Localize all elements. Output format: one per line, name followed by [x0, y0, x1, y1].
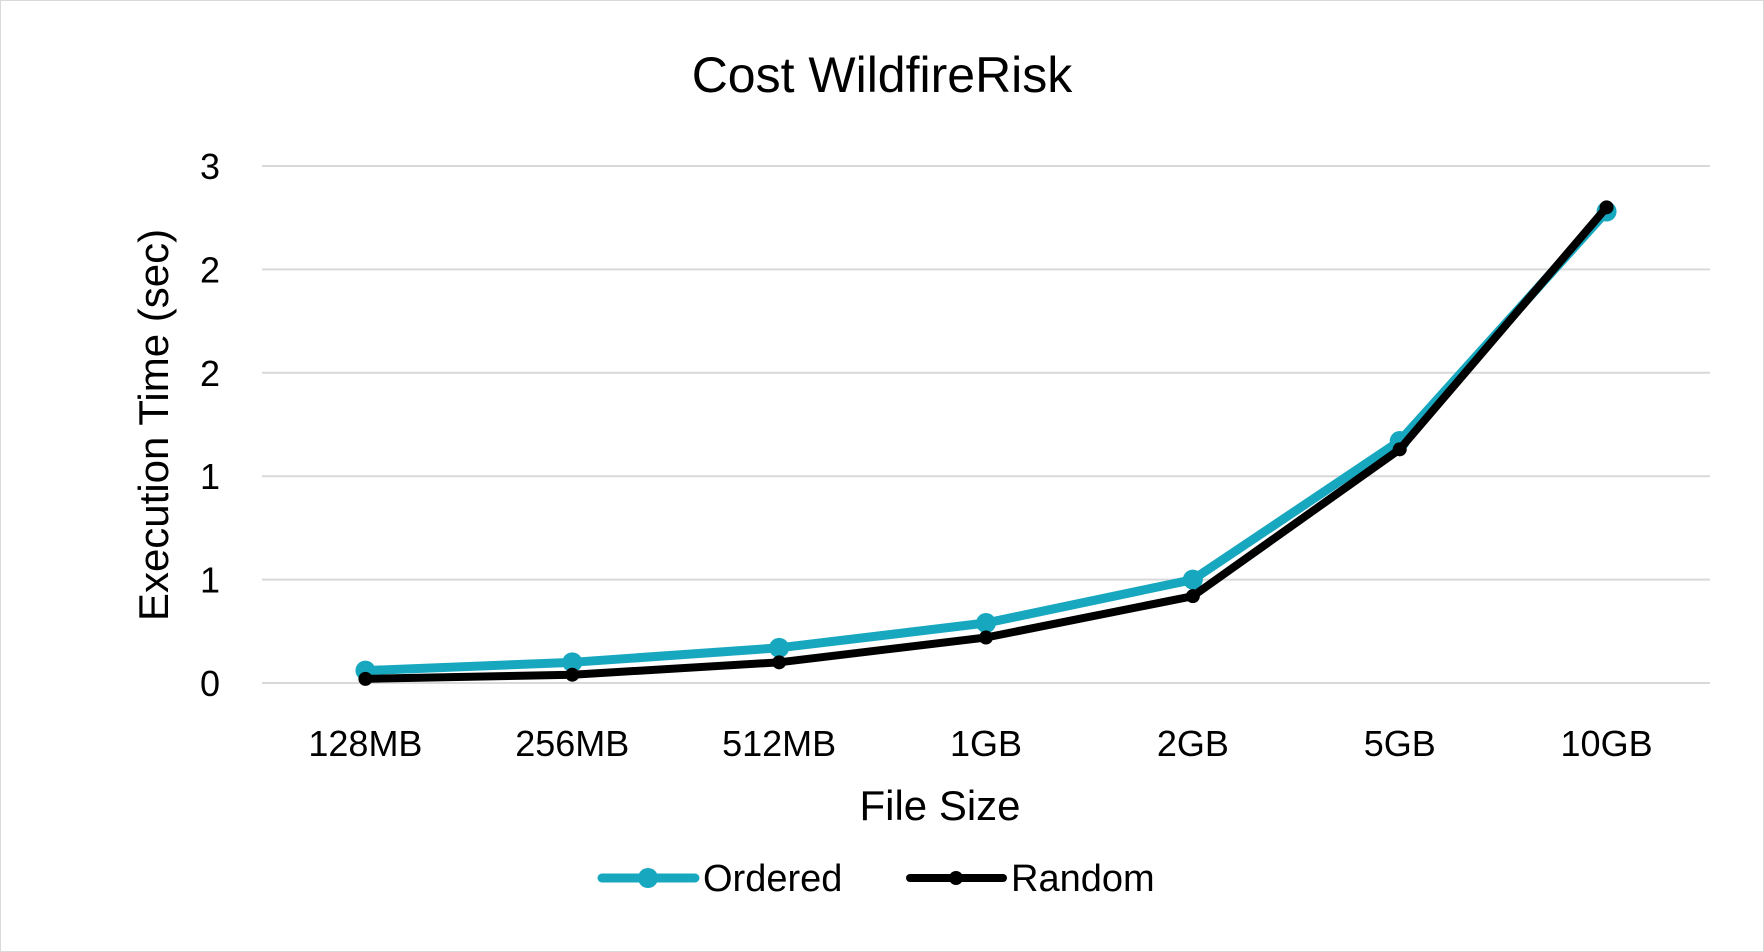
data-point — [1185, 589, 1200, 604]
data-point — [979, 630, 993, 645]
legend-label: Random — [1011, 858, 1155, 900]
series-random — [358, 200, 1614, 686]
legend-item-random: Random — [906, 858, 1155, 900]
legend-item-ordered: Ordered — [597, 858, 842, 900]
data-point — [1599, 200, 1614, 215]
series-line — [360, 206, 1612, 676]
data-point — [562, 652, 583, 673]
y-tick-label: 2 — [200, 249, 220, 290]
legend: Ordered Random — [597, 858, 1155, 900]
y-tick-label: 1 — [200, 560, 220, 601]
x-tick-label: 2GB — [1157, 723, 1229, 764]
data-point — [1392, 442, 1407, 457]
series-ordered — [355, 201, 1617, 681]
gridlines — [262, 165, 1710, 684]
data-point — [976, 613, 996, 634]
y-tick-label: 2 — [200, 353, 220, 394]
data-point — [358, 671, 373, 686]
y-tick-label: 1 — [200, 456, 220, 497]
legend-marker — [949, 871, 963, 885]
chart-title: Cost WildfireRisk — [692, 47, 1074, 103]
y-axis-title: Execution Time (sec) — [130, 229, 177, 621]
data-point — [772, 655, 787, 670]
x-axis-title: File Size — [859, 782, 1020, 829]
x-tick-label: 10GB — [1561, 723, 1653, 764]
x-tick-label: 512MB — [722, 723, 836, 764]
series-line — [361, 203, 1611, 683]
x-tick-label: 256MB — [515, 723, 629, 764]
legend-label: Ordered — [703, 858, 842, 900]
legend-marker — [638, 868, 658, 888]
y-tick-label: 0 — [200, 663, 220, 704]
y-tick-labels: 0 1 1 2 2 3 — [200, 146, 220, 704]
data-point — [1182, 569, 1203, 590]
y-tick-label: 3 — [200, 146, 220, 187]
x-tick-label: 5GB — [1364, 723, 1436, 764]
series-lines — [355, 200, 1617, 686]
data-point — [769, 637, 790, 658]
x-tick-label: 1GB — [950, 723, 1022, 764]
x-tick-label: 128MB — [308, 723, 422, 764]
x-tick-labels: 128MB 256MB 512MB 1GB 2GB 5GB 10GB — [308, 723, 1652, 764]
data-point — [565, 667, 580, 682]
